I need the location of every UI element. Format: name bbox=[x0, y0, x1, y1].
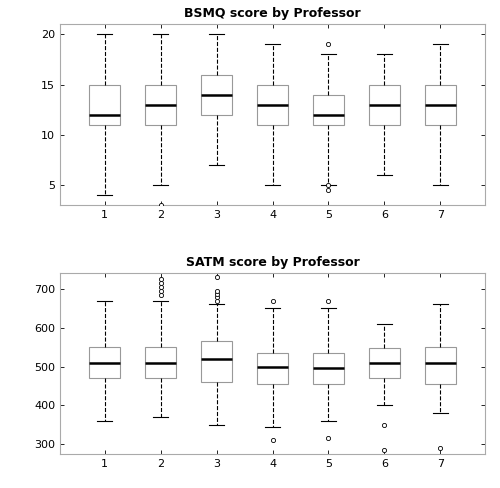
PathPatch shape bbox=[257, 84, 288, 124]
PathPatch shape bbox=[313, 95, 344, 124]
Title: BSMQ score by Professor: BSMQ score by Professor bbox=[184, 7, 361, 20]
PathPatch shape bbox=[201, 75, 232, 115]
PathPatch shape bbox=[369, 84, 400, 124]
PathPatch shape bbox=[369, 348, 400, 378]
Title: SATM score by Professor: SATM score by Professor bbox=[186, 257, 360, 269]
PathPatch shape bbox=[425, 347, 456, 384]
PathPatch shape bbox=[201, 341, 232, 382]
PathPatch shape bbox=[313, 353, 344, 384]
PathPatch shape bbox=[90, 84, 120, 124]
PathPatch shape bbox=[146, 84, 176, 124]
PathPatch shape bbox=[425, 84, 456, 124]
PathPatch shape bbox=[146, 347, 176, 378]
PathPatch shape bbox=[257, 353, 288, 384]
PathPatch shape bbox=[90, 347, 120, 378]
